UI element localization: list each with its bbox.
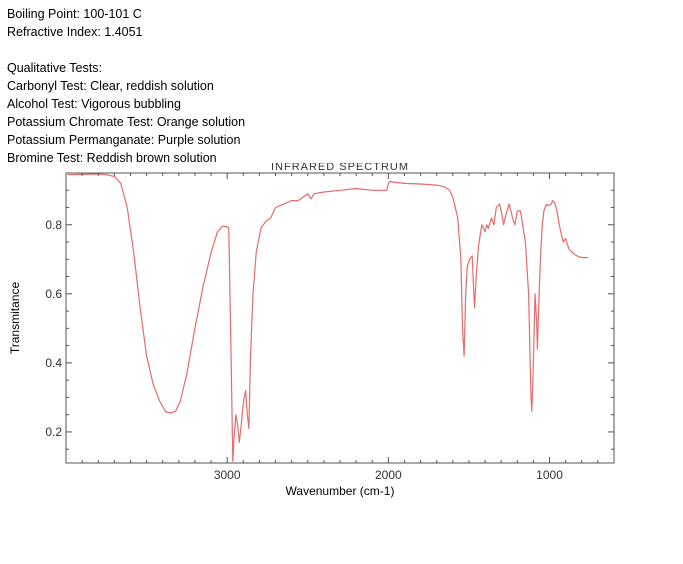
y-tick-label: 0.2: [45, 425, 62, 439]
x-tick-label: 1000: [536, 468, 563, 482]
y-axis-title: Transmitance: [8, 282, 22, 355]
permanganate-test-text: Potassium Permanganate: Purple solution: [7, 133, 241, 147]
spectrum-line-0: [67, 173, 589, 462]
refractive-index-text: Refractive Index: 1.4051: [7, 25, 143, 39]
plot-frame: [65, 172, 615, 464]
chart-title: INFRARED SPECTRUM: [271, 161, 409, 173]
alcohol-test-text: Alcohol Test: Vigorous bubbling: [7, 97, 181, 111]
x-tick-label: 3000: [214, 468, 241, 482]
x-tick-label: 2000: [375, 468, 402, 482]
x-axis-title: Wavenumber (cm-1): [286, 484, 395, 498]
bromine-test-text: Bromine Test: Reddish brown solution: [7, 151, 217, 165]
chromate-test-text: Potassium Chromate Test: Orange solution: [7, 115, 246, 129]
y-tick-label: 0.8: [45, 218, 62, 232]
qualitative-tests-heading: Qualitative Tests:: [7, 61, 102, 75]
carbonyl-test-text: Carbonyl Test: Clear, reddish solution: [7, 79, 214, 93]
y-tick-label: 0.4: [45, 356, 62, 370]
y-tick-label: 0.6: [45, 287, 62, 301]
boiling-point-text: Boiling Point: 100-101 C: [7, 7, 142, 21]
sample-notes: Boiling Point: 100-101 C Refractive Inde…: [7, 5, 245, 167]
